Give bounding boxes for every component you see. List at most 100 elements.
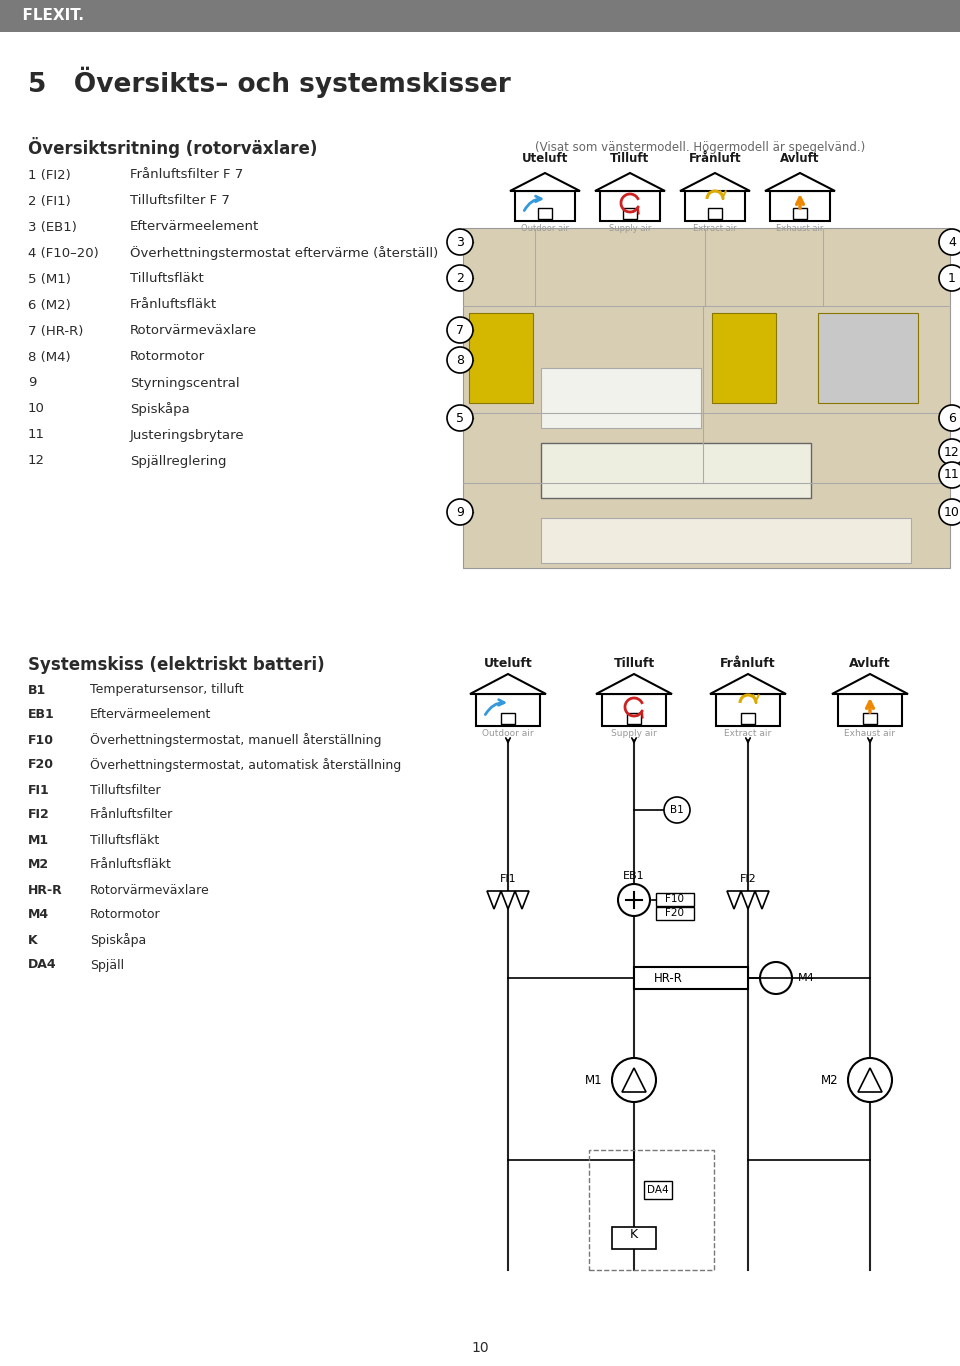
Text: EB1: EB1: [28, 709, 55, 721]
Text: Styrningscentral: Styrningscentral: [130, 377, 240, 389]
Text: Systemskiss (elektriskt batteri): Systemskiss (elektriskt batteri): [28, 656, 324, 673]
Text: M2: M2: [28, 858, 49, 872]
Text: Outdoor air: Outdoor air: [482, 729, 534, 738]
Polygon shape: [727, 891, 741, 908]
Text: Tilluft: Tilluft: [611, 152, 650, 165]
Text: Justeringsbrytare: Justeringsbrytare: [130, 429, 245, 441]
Circle shape: [447, 265, 473, 291]
Text: 12: 12: [28, 455, 45, 467]
Text: Frånluft: Frånluft: [688, 152, 741, 165]
Circle shape: [618, 884, 650, 917]
Text: 1 (FI2): 1 (FI2): [28, 168, 71, 182]
Polygon shape: [487, 891, 501, 908]
Bar: [541, 518, 911, 563]
Text: K: K: [28, 933, 37, 947]
Polygon shape: [515, 891, 529, 908]
Text: Extract air: Extract air: [725, 729, 772, 738]
Bar: [793, 208, 807, 219]
Text: Spjäll: Spjäll: [90, 959, 124, 971]
Text: 4: 4: [948, 235, 956, 249]
Text: Eftervärmeelement: Eftervärmeelement: [130, 220, 259, 234]
Text: 6: 6: [948, 411, 956, 425]
Text: 9: 9: [28, 377, 36, 389]
Text: Översiktsritning (rotorväxlare): Översiktsritning (rotorväxlare): [28, 138, 318, 158]
Text: Frånluftsfläkt: Frånluftsfläkt: [130, 299, 217, 311]
Text: FLEXIT.: FLEXIT.: [12, 8, 84, 23]
Text: 5 (M1): 5 (M1): [28, 272, 71, 285]
Text: Uteluft: Uteluft: [522, 152, 568, 165]
Circle shape: [447, 347, 473, 373]
Text: HR-R: HR-R: [654, 971, 683, 985]
Circle shape: [664, 796, 690, 822]
Bar: [634, 967, 748, 989]
Bar: [656, 907, 694, 919]
Text: Tilluftsfilter F 7: Tilluftsfilter F 7: [130, 194, 229, 208]
Circle shape: [939, 499, 960, 525]
Circle shape: [447, 404, 473, 432]
Circle shape: [447, 499, 473, 525]
Text: FI1: FI1: [28, 784, 50, 796]
Text: 9: 9: [456, 505, 464, 519]
Polygon shape: [710, 673, 786, 694]
Circle shape: [939, 404, 960, 432]
Bar: [501, 713, 515, 724]
Text: Frånluftsfilter F 7: Frånluftsfilter F 7: [130, 168, 243, 182]
Circle shape: [760, 962, 792, 994]
Bar: [469, 313, 533, 403]
Circle shape: [939, 265, 960, 291]
Circle shape: [612, 1059, 656, 1102]
Bar: [685, 191, 745, 221]
Text: F10: F10: [28, 734, 54, 746]
Text: F10: F10: [665, 893, 684, 904]
Text: Spiskåpa: Spiskåpa: [90, 933, 146, 947]
Text: Tilluftsfläkt: Tilluftsfläkt: [90, 833, 159, 847]
Text: HR-R: HR-R: [28, 884, 62, 896]
Circle shape: [447, 317, 473, 343]
Text: 10: 10: [471, 1341, 489, 1355]
Text: Avluft: Avluft: [850, 657, 891, 669]
Polygon shape: [596, 673, 672, 694]
Bar: [838, 694, 902, 725]
Text: (Visat som vänstermodell. Högermodell är spegelvänd.): (Visat som vänstermodell. Högermodell är…: [535, 142, 865, 154]
Bar: [716, 694, 780, 725]
Polygon shape: [470, 673, 546, 694]
Circle shape: [848, 1059, 892, 1102]
Text: Överhettningstermostat, manuell återställning: Överhettningstermostat, manuell återstäl…: [90, 734, 381, 747]
Text: 1: 1: [948, 272, 956, 284]
Text: Frånluftsfilter: Frånluftsfilter: [90, 809, 173, 821]
Text: 5   Översikts– och systemskisser: 5 Översikts– och systemskisser: [28, 67, 511, 98]
Text: Extract air: Extract air: [693, 224, 737, 234]
Polygon shape: [741, 891, 755, 908]
Text: Överhettningstermostat eftervärme (återställ): Överhettningstermostat eftervärme (åters…: [130, 246, 439, 260]
Polygon shape: [680, 173, 750, 191]
Bar: [863, 713, 877, 724]
Polygon shape: [501, 891, 515, 908]
Bar: [538, 208, 552, 219]
Circle shape: [939, 229, 960, 255]
Text: 2 (FI1): 2 (FI1): [28, 194, 71, 208]
Text: M4: M4: [798, 973, 815, 984]
Polygon shape: [755, 891, 769, 908]
Bar: [708, 208, 722, 219]
Text: 3 (EB1): 3 (EB1): [28, 220, 77, 234]
Text: M1: M1: [28, 833, 49, 847]
Text: M1: M1: [585, 1074, 602, 1086]
Text: Exhaust air: Exhaust air: [845, 729, 896, 738]
Bar: [602, 694, 666, 725]
Bar: [541, 443, 811, 499]
Bar: [0, 0, 960, 31]
Text: 5: 5: [456, 411, 464, 425]
Text: 3: 3: [456, 235, 464, 249]
Text: Rotorvärmeväxlare: Rotorvärmeväxlare: [90, 884, 209, 896]
Text: 11: 11: [28, 429, 45, 441]
Bar: [741, 713, 755, 724]
Polygon shape: [595, 173, 665, 191]
Text: 12: 12: [944, 445, 960, 459]
Text: 6 (M2): 6 (M2): [28, 299, 71, 311]
Text: Spiskåpa: Spiskåpa: [130, 402, 190, 417]
Text: Supply air: Supply air: [609, 224, 651, 234]
Bar: [612, 1227, 656, 1249]
Text: 2: 2: [456, 272, 464, 284]
Text: M2: M2: [821, 1074, 838, 1086]
Polygon shape: [765, 173, 835, 191]
